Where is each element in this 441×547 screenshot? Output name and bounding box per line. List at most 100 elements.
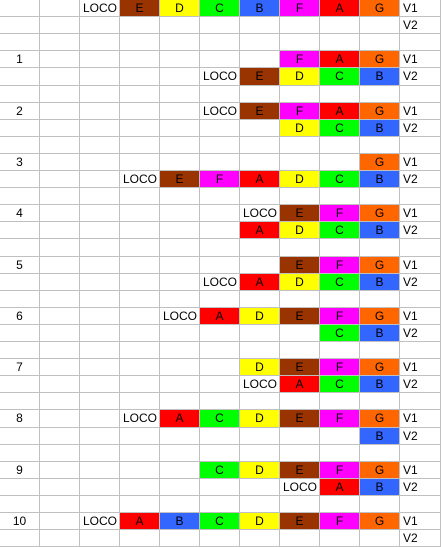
wagon-cell-e[interactable]: E <box>160 171 200 188</box>
empty-cell[interactable] <box>80 205 120 222</box>
empty-cell[interactable] <box>240 17 280 34</box>
empty-cell[interactable] <box>320 154 360 171</box>
track-label-cell[interactable]: V1 <box>400 462 441 479</box>
empty-cell[interactable] <box>120 239 160 257</box>
empty-cell[interactable] <box>0 428 40 445</box>
empty-cell[interactable] <box>360 17 400 34</box>
empty-cell[interactable] <box>160 445 200 462</box>
track-label-cell[interactable]: V1 <box>400 308 441 325</box>
empty-cell[interactable] <box>280 496 320 513</box>
empty-cell[interactable] <box>240 445 280 462</box>
track-label-cell[interactable]: V2 <box>400 171 441 188</box>
empty-cell[interactable] <box>120 154 160 171</box>
empty-cell[interactable] <box>240 257 280 274</box>
empty-cell[interactable] <box>80 239 120 257</box>
step-number-cell[interactable]: 7 <box>0 359 40 376</box>
empty-cell[interactable] <box>200 239 240 257</box>
empty-cell[interactable] <box>0 222 40 239</box>
empty-cell[interactable] <box>280 154 320 171</box>
empty-cell[interactable] <box>280 445 320 462</box>
empty-cell[interactable] <box>0 137 40 154</box>
step-number-cell[interactable]: 10 <box>0 513 40 530</box>
empty-cell[interactable] <box>200 154 240 171</box>
wagon-cell-a[interactable]: A <box>280 376 320 393</box>
empty-cell[interactable] <box>240 342 280 359</box>
empty-cell[interactable] <box>40 86 80 103</box>
empty-cell[interactable] <box>320 86 360 103</box>
empty-cell[interactable] <box>120 222 160 239</box>
empty-cell[interactable] <box>160 120 200 137</box>
empty-cell[interactable] <box>200 376 240 393</box>
empty-cell[interactable] <box>80 462 120 479</box>
wagon-cell-c[interactable]: C <box>320 120 360 137</box>
empty-cell[interactable] <box>200 17 240 34</box>
empty-cell[interactable] <box>160 239 200 257</box>
wagon-cell-a[interactable]: A <box>240 274 280 291</box>
empty-cell[interactable] <box>200 34 240 51</box>
empty-cell[interactable] <box>160 359 200 376</box>
empty-cell[interactable] <box>240 86 280 103</box>
loco-cell[interactable]: LOCO <box>120 410 160 428</box>
wagon-cell-a[interactable]: A <box>320 103 360 120</box>
track-label-cell[interactable]: V2 <box>400 376 441 393</box>
empty-cell[interactable] <box>200 342 240 359</box>
empty-cell[interactable] <box>400 239 441 257</box>
empty-cell[interactable] <box>40 103 80 120</box>
empty-cell[interactable] <box>240 239 280 257</box>
empty-cell[interactable] <box>120 342 160 359</box>
empty-cell[interactable] <box>80 171 120 188</box>
empty-cell[interactable] <box>80 308 120 325</box>
empty-cell[interactable] <box>200 137 240 154</box>
empty-cell[interactable] <box>40 34 80 51</box>
empty-cell[interactable] <box>120 51 160 68</box>
wagon-cell-e[interactable]: E <box>280 410 320 428</box>
wagon-cell-g[interactable]: G <box>360 103 400 120</box>
empty-cell[interactable] <box>80 222 120 239</box>
empty-cell[interactable] <box>120 393 160 410</box>
empty-cell[interactable] <box>40 513 80 530</box>
empty-cell[interactable] <box>160 137 200 154</box>
empty-cell[interactable] <box>120 34 160 51</box>
wagon-cell-f[interactable]: F <box>200 171 240 188</box>
wagon-cell-e[interactable]: E <box>280 462 320 479</box>
track-label-cell[interactable]: V2 <box>400 68 441 86</box>
empty-cell[interactable] <box>240 154 280 171</box>
empty-cell[interactable] <box>280 342 320 359</box>
empty-cell[interactable] <box>280 137 320 154</box>
empty-cell[interactable] <box>40 496 80 513</box>
empty-cell[interactable] <box>120 462 160 479</box>
empty-cell[interactable] <box>200 205 240 222</box>
wagon-cell-a[interactable]: A <box>320 0 360 17</box>
empty-cell[interactable] <box>80 325 120 342</box>
wagon-cell-c[interactable]: C <box>200 462 240 479</box>
track-label-cell[interactable]: V2 <box>400 274 441 291</box>
empty-cell[interactable] <box>360 188 400 205</box>
empty-cell[interactable] <box>400 86 441 103</box>
track-label-cell[interactable]: V2 <box>400 530 441 547</box>
step-number-cell[interactable]: 1 <box>0 51 40 68</box>
track-label-cell[interactable]: V2 <box>400 325 441 342</box>
track-label-cell[interactable]: V1 <box>400 154 441 171</box>
empty-cell[interactable] <box>40 428 80 445</box>
empty-cell[interactable] <box>320 342 360 359</box>
empty-cell[interactable] <box>320 17 360 34</box>
loco-cell[interactable]: LOCO <box>120 171 160 188</box>
empty-cell[interactable] <box>240 325 280 342</box>
empty-cell[interactable] <box>40 17 80 34</box>
empty-cell[interactable] <box>40 120 80 137</box>
wagon-cell-g[interactable]: G <box>360 513 400 530</box>
empty-cell[interactable] <box>240 393 280 410</box>
wagon-cell-b[interactable]: B <box>240 0 280 17</box>
wagon-cell-d[interactable]: D <box>280 274 320 291</box>
wagon-cell-a[interactable]: A <box>320 51 360 68</box>
empty-cell[interactable] <box>360 445 400 462</box>
loco-cell[interactable]: LOCO <box>80 513 120 530</box>
empty-cell[interactable] <box>80 410 120 428</box>
empty-cell[interactable] <box>240 34 280 51</box>
wagon-cell-d[interactable]: D <box>240 462 280 479</box>
empty-cell[interactable] <box>160 188 200 205</box>
wagon-cell-a[interactable]: A <box>160 410 200 428</box>
wagon-cell-g[interactable]: G <box>360 359 400 376</box>
empty-cell[interactable] <box>0 171 40 188</box>
empty-cell[interactable] <box>360 86 400 103</box>
